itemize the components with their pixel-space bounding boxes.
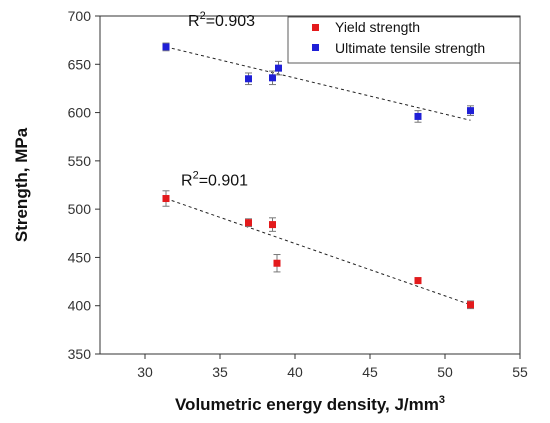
legend-label-yield: Yield strength — [335, 19, 420, 35]
marker — [269, 74, 276, 82]
marker — [245, 219, 252, 227]
legend-marker-yield — [312, 24, 319, 31]
y-tick-label: 400 — [68, 298, 92, 314]
marker — [273, 259, 281, 267]
legend-box — [287, 16, 521, 64]
fit-lines — [165, 46, 471, 306]
marker — [269, 221, 276, 229]
y-tick-label: 700 — [68, 8, 92, 24]
y-tick-label: 350 — [68, 346, 92, 362]
marker — [162, 195, 170, 203]
marker — [467, 107, 474, 115]
r2-label: R — [188, 13, 200, 30]
legend-marker-uts — [312, 44, 319, 51]
marker — [414, 277, 422, 285]
data-point-series-0 — [414, 277, 422, 285]
r2-superscript: 2 — [200, 10, 206, 22]
legend-label-uts: Ultimate tensile strength — [335, 40, 485, 56]
fit-line-series-1 — [165, 46, 471, 121]
x-tick-label: 55 — [512, 364, 528, 380]
marker — [467, 301, 474, 309]
r2-value: =0.903 — [206, 13, 255, 30]
data-point-series-1 — [162, 42, 170, 52]
r2-annotation-series-0: R2=0.901 — [181, 170, 248, 190]
y-tick-label: 650 — [68, 56, 92, 72]
y-tick-label: 450 — [68, 249, 92, 265]
y-tick-label: 600 — [68, 105, 92, 121]
r2-value: =0.901 — [199, 173, 248, 190]
x-tick-label: 45 — [362, 364, 378, 380]
data-point-series-0 — [273, 254, 281, 273]
data-point-series-1 — [245, 72, 252, 86]
y-tick-label: 500 — [68, 201, 92, 217]
r2-label: R — [181, 173, 193, 190]
y-tick-label: 550 — [68, 153, 92, 169]
data-point-series-1 — [467, 105, 474, 116]
data-point-series-0 — [467, 300, 474, 310]
data-points — [162, 42, 474, 310]
marker — [275, 64, 282, 72]
data-point-series-0 — [245, 218, 252, 228]
x-tick-label: 50 — [437, 364, 453, 380]
data-point-series-1 — [275, 60, 282, 76]
marker — [162, 43, 170, 51]
marker — [414, 112, 422, 120]
marker — [245, 75, 252, 83]
data-point-series-1 — [269, 70, 276, 86]
x-axis-title: Volumetric energy density, J/mm3 — [175, 394, 445, 414]
x-tick-label: 30 — [137, 364, 153, 380]
data-point-series-0 — [269, 217, 276, 232]
x-tick-label: 35 — [212, 364, 228, 380]
r2-superscript: 2 — [193, 170, 199, 182]
data-point-series-1 — [414, 110, 422, 123]
legend: Yield strength Ultimate tensile strength — [287, 16, 521, 64]
data-point-series-0 — [162, 190, 170, 207]
x-tick-label: 40 — [287, 364, 303, 380]
x-axis-title-superscript: 3 — [439, 394, 445, 406]
axis-ticks: 30 35 40 45 50 55 350 400 450 500 550 600 650 700 — [68, 8, 528, 380]
y-axis-title: Strength, MPa — [12, 127, 31, 242]
plot-area — [99, 15, 521, 355]
r2-annotation-series-1: R2=0.903 — [188, 10, 255, 30]
